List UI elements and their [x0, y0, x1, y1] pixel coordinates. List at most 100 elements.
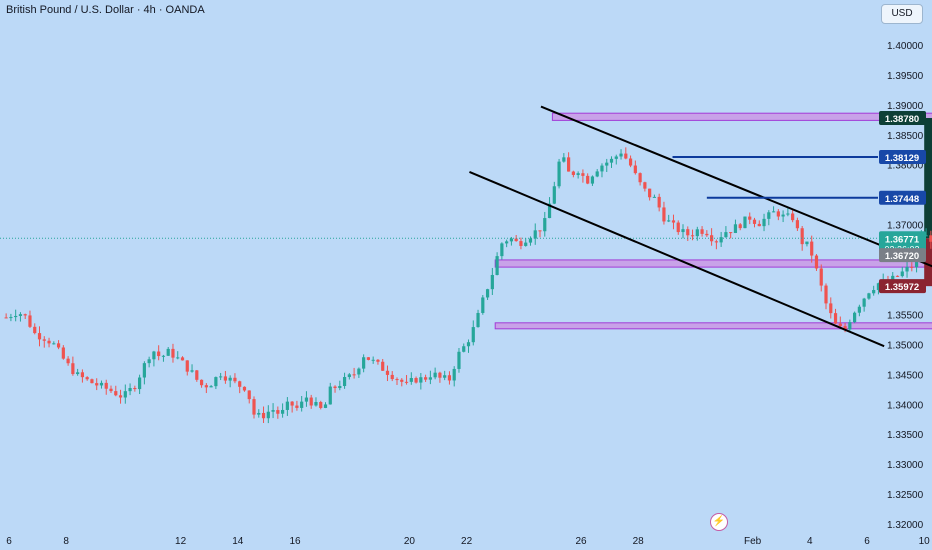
candle-body: [266, 411, 270, 419]
candle-body: [138, 377, 142, 390]
candle-body: [862, 298, 866, 307]
price-label-box: [879, 190, 926, 205]
candle-body: [724, 232, 728, 238]
zone-rect: [551, 112, 932, 121]
candle-body: [443, 375, 447, 378]
y-tick-label: 1.34500: [887, 370, 924, 381]
candle-body: [90, 379, 94, 384]
candle-body: [857, 306, 861, 313]
candle-body: [252, 399, 256, 415]
lightning-icon[interactable]: ⚡: [710, 513, 728, 531]
candle-body: [786, 213, 790, 215]
candle-body: [781, 214, 785, 217]
candle-body: [18, 314, 23, 316]
candle-body: [424, 377, 428, 380]
price-label-box: [879, 149, 926, 164]
x-tick-label: 8: [63, 536, 69, 547]
x-axis: 6812141620222628Feb46101216: [6, 536, 930, 547]
candle-body: [404, 381, 409, 383]
candle-body: [157, 351, 161, 357]
x-tick-label: 6: [6, 536, 12, 547]
candle-body: [366, 357, 371, 360]
candle-body: [609, 158, 614, 163]
candle-body: [462, 346, 466, 352]
candle-body: [118, 395, 123, 398]
candle-body: [176, 357, 180, 359]
candle-body: [247, 390, 251, 400]
candle-body: [562, 157, 566, 162]
y-tick-label: 1.39500: [887, 71, 924, 82]
candle-body: [667, 220, 671, 222]
candle-body: [619, 153, 623, 157]
candle-body: [147, 359, 151, 364]
price-label: 1.36720: [885, 251, 919, 262]
candle-body: [171, 348, 175, 358]
candle-body: [233, 377, 237, 382]
candle-body: [438, 372, 442, 378]
y-tick-label: 1.39000: [887, 101, 924, 112]
candle-body: [342, 377, 347, 387]
candle-body: [195, 370, 199, 380]
candle-body: [528, 238, 533, 243]
zones[interactable]: [494, 112, 932, 330]
candle-body: [295, 405, 299, 408]
candle-body: [290, 401, 294, 406]
candle-body: [657, 196, 661, 208]
candle-body: [466, 342, 471, 347]
candle-body: [509, 238, 514, 242]
candle-body: [895, 275, 900, 277]
candle-body: [52, 343, 56, 345]
candle-body: [843, 326, 847, 330]
candle-body: [838, 323, 842, 327]
candle-body: [628, 158, 633, 166]
candle-body: [180, 357, 185, 361]
candle-body: [114, 391, 118, 396]
candle-body: [300, 401, 304, 408]
price-label: 1.35972: [885, 282, 919, 293]
x-tick-label: 14: [232, 536, 244, 547]
candle-body: [633, 165, 637, 174]
candle-body: [757, 223, 761, 227]
candle-body: [824, 285, 828, 304]
candle-body: [37, 333, 42, 340]
candle-body: [481, 297, 485, 313]
currency-button[interactable]: USD: [881, 4, 923, 24]
candle-body: [385, 370, 390, 375]
candle-body: [643, 182, 647, 189]
candle-body: [381, 361, 385, 371]
candle-body: [533, 230, 537, 239]
candle-body: [376, 359, 380, 362]
candle-body: [33, 326, 37, 334]
candle-body: [471, 327, 475, 343]
candle-body: [190, 370, 194, 372]
x-tick-label: 20: [404, 536, 416, 547]
candle-body: [795, 220, 800, 229]
candle-body: [414, 378, 418, 383]
long-position[interactable]: [924, 117, 932, 287]
candle-body: [805, 241, 809, 245]
candle-body: [500, 243, 504, 257]
candle-body: [690, 235, 695, 237]
candle-body: [576, 173, 580, 175]
candle-body: [4, 317, 8, 319]
y-tick-label: 1.38000: [887, 161, 924, 172]
candle-body: [695, 229, 699, 237]
drawings[interactable]: [0, 105, 932, 348]
candle-body: [314, 402, 318, 406]
candle-body: [199, 379, 204, 386]
candle-body: [505, 241, 509, 244]
candle-body: [910, 266, 914, 268]
candle-body: [357, 368, 361, 375]
trend-line: [469, 170, 885, 348]
candle-body: [743, 216, 747, 229]
candle-body: [152, 351, 156, 360]
candle-body: [447, 375, 452, 381]
candle-body: [519, 241, 523, 246]
y-tick-label: 1.38500: [887, 131, 924, 142]
y-tick-label: 1.37000: [887, 221, 924, 232]
candle-body: [209, 386, 213, 388]
candle-body: [762, 218, 766, 227]
price-label-box: [879, 279, 926, 294]
candle-body: [571, 171, 575, 175]
